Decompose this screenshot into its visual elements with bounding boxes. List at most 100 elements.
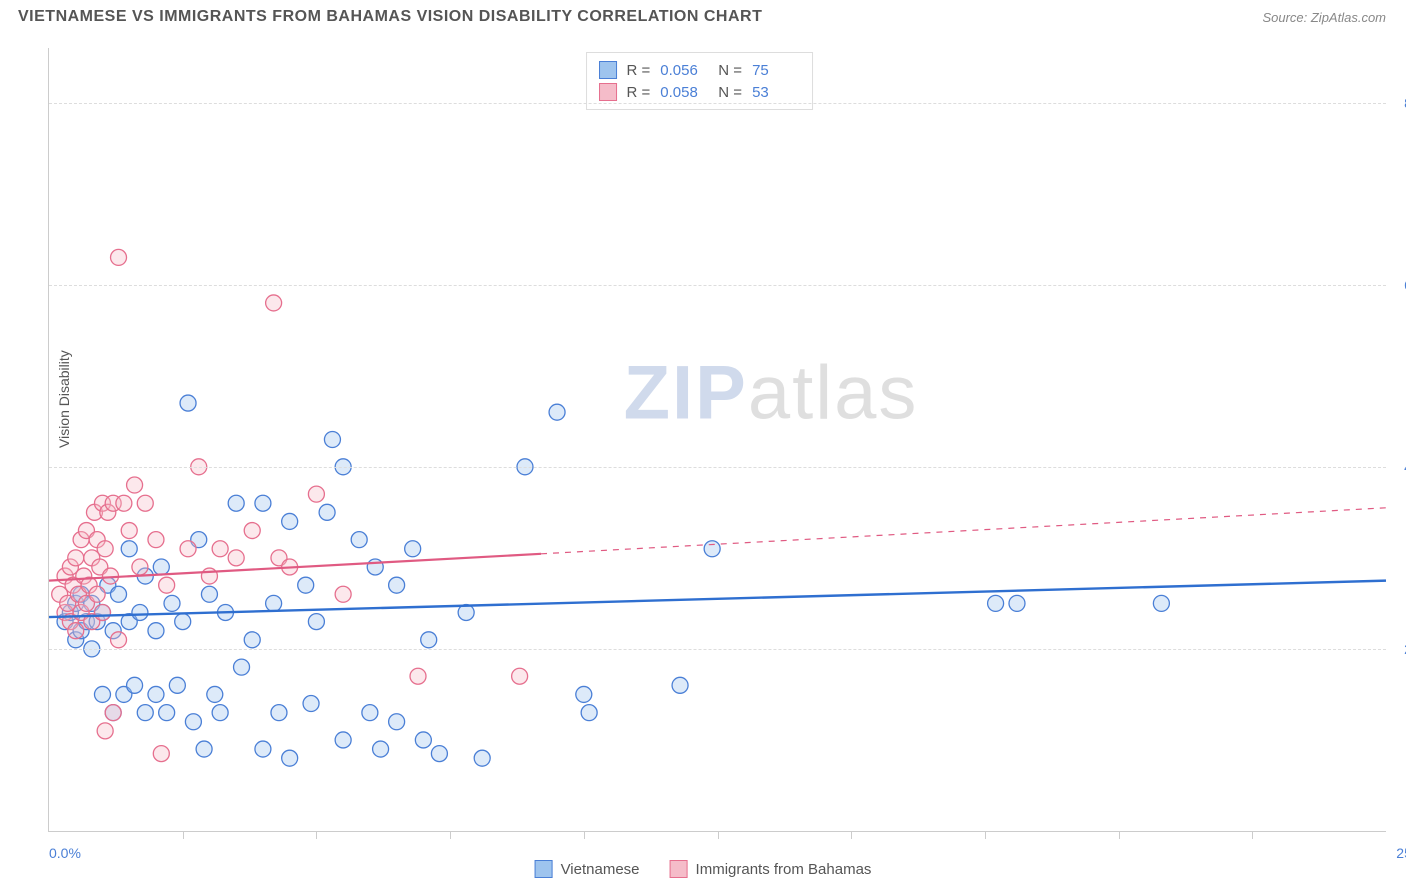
r-value-bahamas: 0.058 xyxy=(660,84,708,101)
scatter-point-vietnamese xyxy=(271,705,287,721)
scatter-point-vietnamese xyxy=(389,714,405,730)
scatter-point-vietnamese xyxy=(244,632,260,648)
scatter-point-vietnamese xyxy=(148,623,164,639)
scatter-point-vietnamese xyxy=(298,577,314,593)
scatter-point-bahamas xyxy=(159,577,175,593)
scatter-point-bahamas xyxy=(68,550,84,566)
scatter-point-bahamas xyxy=(127,477,143,493)
x-tick xyxy=(718,831,719,839)
scatter-point-vietnamese xyxy=(373,741,389,757)
x-min-label: 0.0% xyxy=(49,845,81,861)
legend-item-vietnamese: Vietnamese xyxy=(535,860,640,878)
x-tick xyxy=(1119,831,1120,839)
scatter-point-vietnamese xyxy=(207,686,223,702)
scatter-point-vietnamese xyxy=(362,705,378,721)
scatter-point-bahamas xyxy=(201,568,217,584)
x-tick xyxy=(1252,831,1253,839)
x-tick xyxy=(985,831,986,839)
chart-container: Vision Disability ZIPatlas R =0.056N =75… xyxy=(48,48,1386,832)
scatter-point-vietnamese xyxy=(704,541,720,557)
scatter-point-vietnamese xyxy=(159,705,175,721)
scatter-point-vietnamese xyxy=(549,404,565,420)
legend-swatch-bahamas xyxy=(670,860,688,878)
scatter-point-vietnamese xyxy=(175,614,191,630)
r-value-vietnamese: 0.056 xyxy=(660,62,708,79)
x-tick xyxy=(450,831,451,839)
scatter-point-bahamas xyxy=(212,541,228,557)
n-value-bahamas: 53 xyxy=(752,84,800,101)
plot-area: Vision Disability ZIPatlas R =0.056N =75… xyxy=(48,48,1386,832)
scatter-point-bahamas xyxy=(148,532,164,548)
scatter-point-bahamas xyxy=(111,632,127,648)
scatter-point-vietnamese xyxy=(474,750,490,766)
scatter-point-vietnamese xyxy=(1153,595,1169,611)
x-tick xyxy=(183,831,184,839)
stats-row-vietnamese: R = 0.056 N = 75 xyxy=(599,59,801,81)
scatter-point-vietnamese xyxy=(234,659,250,675)
scatter-point-vietnamese xyxy=(127,677,143,693)
scatter-point-bahamas xyxy=(97,541,113,557)
scatter-point-vietnamese xyxy=(303,696,319,712)
scatter-point-vietnamese xyxy=(201,586,217,602)
scatter-point-vietnamese xyxy=(319,504,335,520)
x-tick xyxy=(316,831,317,839)
scatter-point-vietnamese xyxy=(196,741,212,757)
scatter-point-bahamas xyxy=(228,550,244,566)
scatter-point-vietnamese xyxy=(389,577,405,593)
scatter-point-vietnamese xyxy=(255,495,271,511)
scatter-point-bahamas xyxy=(180,541,196,557)
trendline-dashed-bahamas xyxy=(541,508,1386,554)
scatter-point-vietnamese xyxy=(111,586,127,602)
scatter-point-vietnamese xyxy=(148,686,164,702)
bottom-legend: Vietnamese Immigrants from Bahamas xyxy=(535,860,872,878)
x-max-label: 25.0% xyxy=(1396,845,1406,861)
scatter-point-bahamas xyxy=(111,249,127,265)
scatter-point-vietnamese xyxy=(185,714,201,730)
scatter-point-vietnamese xyxy=(282,750,298,766)
scatter-point-bahamas xyxy=(89,586,105,602)
scatter-point-vietnamese xyxy=(169,677,185,693)
trendline-bahamas xyxy=(49,554,541,581)
scatter-point-bahamas xyxy=(137,495,153,511)
scatter-point-vietnamese xyxy=(282,513,298,529)
swatch-vietnamese xyxy=(599,61,617,79)
scatter-point-vietnamese xyxy=(415,732,431,748)
plot-svg xyxy=(49,48,1386,831)
scatter-point-vietnamese xyxy=(180,395,196,411)
n-label: N = xyxy=(718,62,742,79)
scatter-point-vietnamese xyxy=(1009,595,1025,611)
swatch-bahamas xyxy=(599,83,617,101)
r-label: R = xyxy=(627,62,651,79)
scatter-point-vietnamese xyxy=(212,705,228,721)
scatter-point-vietnamese xyxy=(335,732,351,748)
scatter-point-vietnamese xyxy=(266,595,282,611)
scatter-point-vietnamese xyxy=(405,541,421,557)
scatter-point-bahamas xyxy=(105,705,121,721)
n-value-vietnamese: 75 xyxy=(752,62,800,79)
scatter-point-vietnamese xyxy=(324,432,340,448)
scatter-point-vietnamese xyxy=(431,746,447,762)
scatter-point-vietnamese xyxy=(121,541,137,557)
scatter-point-vietnamese xyxy=(164,595,180,611)
scatter-point-bahamas xyxy=(94,604,110,620)
chart-title: VIETNAMESE VS IMMIGRANTS FROM BAHAMAS VI… xyxy=(18,8,762,26)
gridline xyxy=(49,103,1386,104)
scatter-point-bahamas xyxy=(121,523,137,539)
legend-label-bahamas: Immigrants from Bahamas xyxy=(696,861,872,878)
stats-row-bahamas: R =0.058N =53 xyxy=(599,81,801,103)
scatter-point-vietnamese xyxy=(351,532,367,548)
scatter-point-vietnamese xyxy=(581,705,597,721)
scatter-point-vietnamese xyxy=(255,741,271,757)
scatter-point-vietnamese xyxy=(308,614,324,630)
scatter-point-bahamas xyxy=(512,668,528,684)
scatter-point-vietnamese xyxy=(228,495,244,511)
n-label: N = xyxy=(718,84,742,101)
scatter-point-vietnamese xyxy=(367,559,383,575)
scatter-point-vietnamese xyxy=(421,632,437,648)
legend-label-vietnamese: Vietnamese xyxy=(561,861,640,878)
gridline xyxy=(49,285,1386,286)
scatter-point-vietnamese xyxy=(137,705,153,721)
gridline xyxy=(49,467,1386,468)
x-tick xyxy=(851,831,852,839)
scatter-point-vietnamese xyxy=(94,686,110,702)
